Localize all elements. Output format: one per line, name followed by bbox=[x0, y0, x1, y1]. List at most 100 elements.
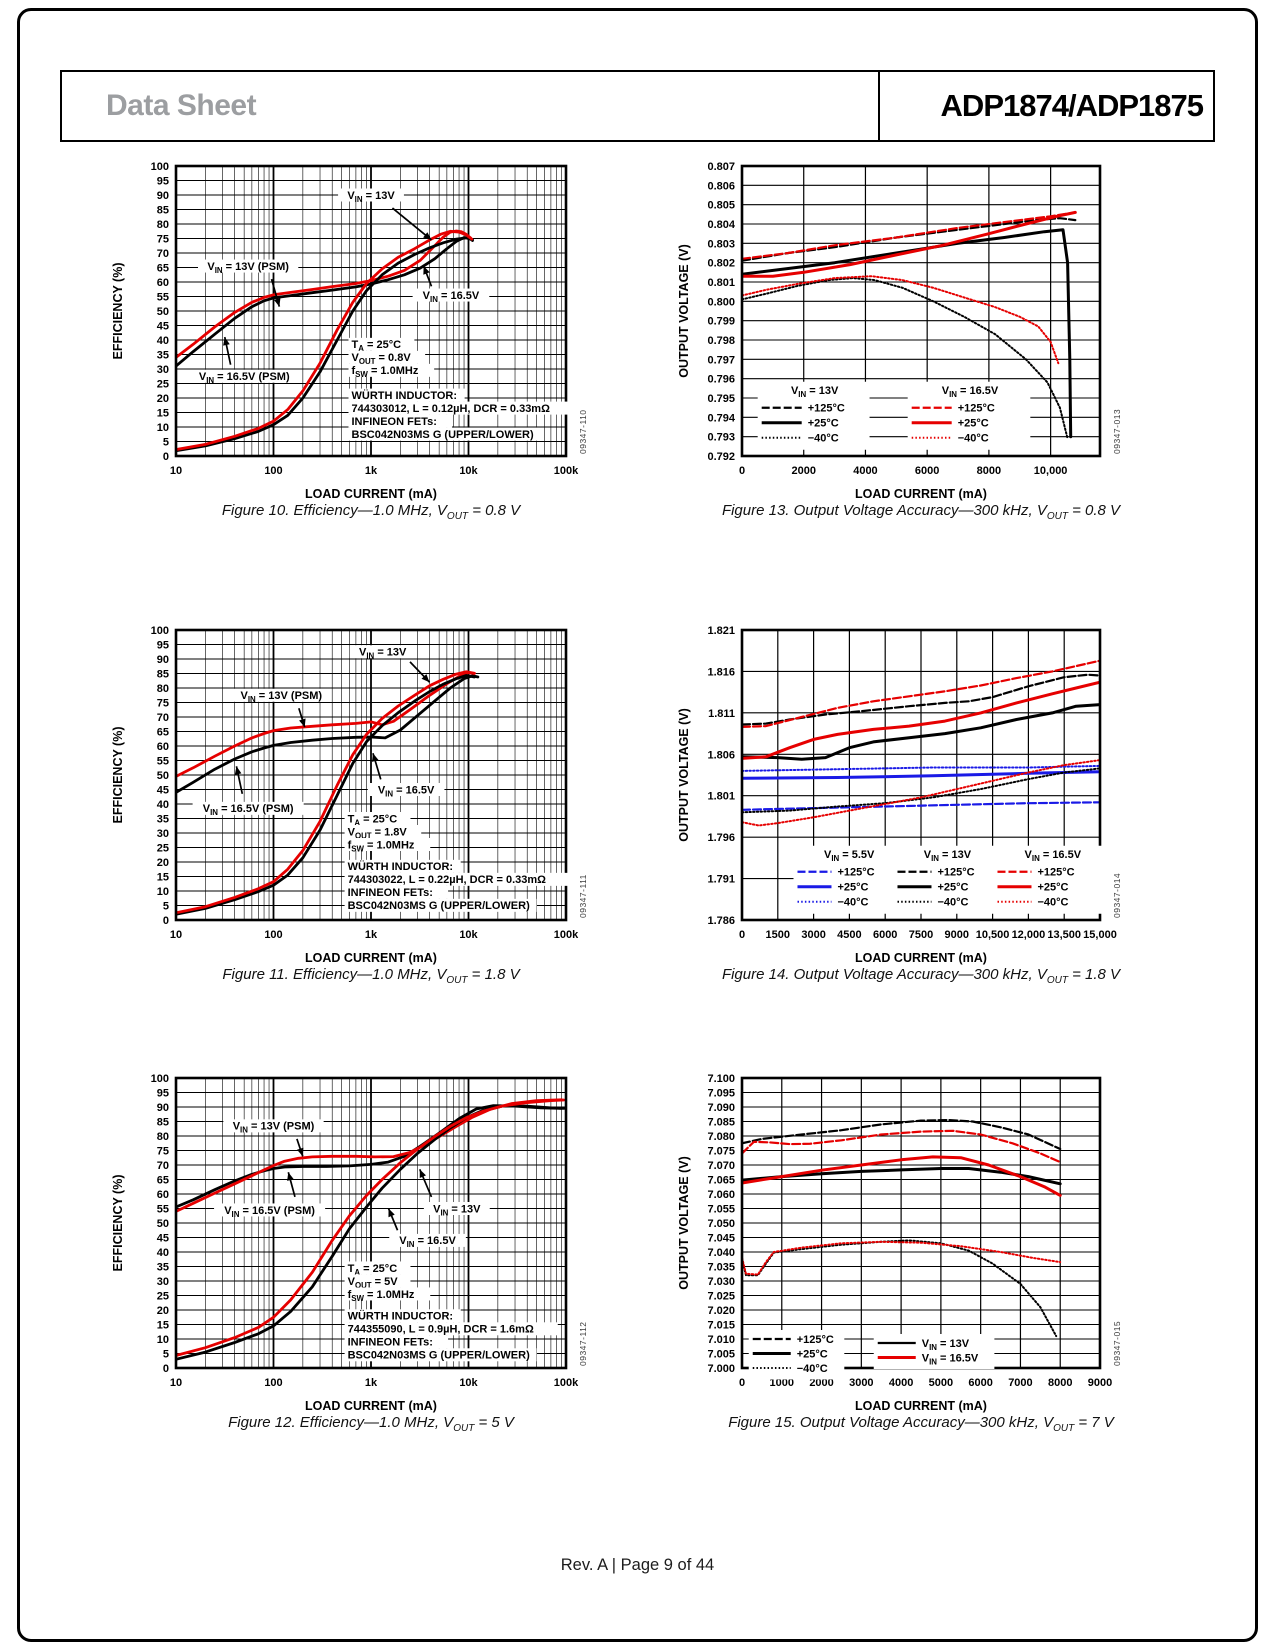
svg-text:INFINEON FETs:: INFINEON FETs: bbox=[348, 1337, 433, 1349]
figure-10-caption: Figure 10. Efficiency—1.0 MHz, VOUT = 0.… bbox=[221, 502, 521, 522]
svg-text:1.791: 1.791 bbox=[707, 874, 735, 886]
svg-text:7.100: 7.100 bbox=[707, 1073, 735, 1085]
svg-text:65: 65 bbox=[157, 727, 169, 739]
figure-15-plot: 7.000 7.005 7.010 7.015 7.020 7.025 7.030 7.035… bbox=[677, 1073, 1122, 1413]
svg-text:+125°C: +125°C bbox=[937, 867, 974, 879]
svg-text:VIN = 16.5V: VIN = 16.5V bbox=[942, 385, 999, 399]
svg-text:0: 0 bbox=[739, 1377, 745, 1389]
svg-text:4000: 4000 bbox=[853, 465, 877, 477]
svg-text:75: 75 bbox=[157, 698, 169, 710]
svg-text:−40°C: −40°C bbox=[958, 433, 989, 445]
svg-text:BSC042N03MS G (UPPER/LOWER): BSC042N03MS G (UPPER/LOWER) bbox=[348, 1350, 530, 1362]
svg-text:LOAD CURRENT (mA): LOAD CURRENT (mA) bbox=[305, 487, 437, 501]
svg-text:1.806: 1.806 bbox=[707, 749, 735, 761]
figure-11-chart: 0 5 10 15 20 25 30 35 40 45 50 55 60 65 70 75 80 85 90 95 10… bbox=[108, 614, 648, 994]
svg-text:0.807: 0.807 bbox=[707, 161, 735, 173]
svg-text:5: 5 bbox=[163, 901, 169, 913]
svg-text:5: 5 bbox=[163, 1349, 169, 1361]
svg-text:90: 90 bbox=[157, 654, 169, 666]
svg-text:45: 45 bbox=[157, 321, 169, 333]
svg-text:50: 50 bbox=[157, 770, 169, 782]
svg-text:7.010: 7.010 bbox=[707, 1334, 735, 1346]
svg-text:10k: 10k bbox=[459, 929, 478, 941]
svg-text:1.821: 1.821 bbox=[707, 625, 735, 637]
svg-text:WÜRTH INDUCTOR:: WÜRTH INDUCTOR: bbox=[348, 860, 454, 873]
svg-text:65: 65 bbox=[157, 263, 169, 275]
svg-text:95: 95 bbox=[157, 176, 169, 188]
svg-text:TA = 25°C: TA = 25°C bbox=[348, 813, 398, 827]
svg-text:70: 70 bbox=[157, 712, 169, 724]
svg-text:1000: 1000 bbox=[770, 1377, 794, 1389]
figure-14-plot: 1.786 1.791 1.796 1.801 1.806 1.811 1.816 1.821… bbox=[677, 625, 1122, 965]
svg-text:VOUT = 0.8V: VOUT = 0.8V bbox=[352, 352, 412, 366]
page-header: Data Sheet ADP1874/ADP1875 bbox=[60, 70, 1215, 142]
svg-text:5000: 5000 bbox=[929, 1377, 953, 1389]
figure-14-caption: Figure 14. Output Voltage Accuracy—300 k… bbox=[721, 966, 1121, 986]
svg-text:fSW = 1.0MHz: fSW = 1.0MHz bbox=[348, 1289, 415, 1303]
svg-text:09347-110: 09347-110 bbox=[578, 409, 588, 454]
svg-text:WÜRTH INDUCTOR:: WÜRTH INDUCTOR: bbox=[348, 1310, 454, 1323]
svg-text:60: 60 bbox=[157, 741, 169, 753]
svg-text:35: 35 bbox=[157, 814, 169, 826]
svg-text:0: 0 bbox=[739, 465, 745, 477]
svg-text:VIN = 13V (PSM): VIN = 13V (PSM) bbox=[233, 1121, 315, 1135]
svg-text:1.801: 1.801 bbox=[707, 791, 735, 803]
svg-text:+125°C: +125°C bbox=[837, 867, 874, 879]
svg-text:fSW = 1.0MHz: fSW = 1.0MHz bbox=[348, 839, 415, 853]
svg-text:09347-015: 09347-015 bbox=[1112, 1321, 1122, 1366]
svg-text:LOAD CURRENT (mA): LOAD CURRENT (mA) bbox=[855, 951, 987, 965]
svg-text:OUTPUT VOLTAGE (V): OUTPUT VOLTAGE (V) bbox=[677, 708, 691, 842]
svg-text:VIN = 13V: VIN = 13V bbox=[922, 1338, 970, 1352]
svg-text:VIN = 13V: VIN = 13V bbox=[924, 849, 972, 863]
svg-text:0.805: 0.805 bbox=[707, 200, 735, 212]
svg-text:45: 45 bbox=[157, 1233, 169, 1245]
svg-text:7.060: 7.060 bbox=[707, 1189, 735, 1201]
svg-text:7.040: 7.040 bbox=[707, 1247, 735, 1259]
svg-text:25: 25 bbox=[157, 1291, 169, 1303]
svg-text:744355090, L = 0.9µH, DCR = 1.: 744355090, L = 0.9µH, DCR = 1.6mΩ bbox=[348, 1324, 534, 1336]
svg-text:3000: 3000 bbox=[801, 929, 825, 941]
svg-text:85: 85 bbox=[157, 669, 169, 681]
figure-11-caption: Figure 11. Efficiency—1.0 MHz, VOUT = 1.… bbox=[222, 966, 520, 986]
svg-text:55: 55 bbox=[157, 756, 169, 768]
svg-text:0: 0 bbox=[163, 451, 169, 463]
svg-text:70: 70 bbox=[157, 248, 169, 260]
svg-text:7.000: 7.000 bbox=[707, 1363, 735, 1375]
svg-text:10k: 10k bbox=[459, 465, 478, 477]
page-footer: Rev. A | Page 9 of 44 bbox=[560, 1556, 715, 1574]
svg-text:85: 85 bbox=[157, 1117, 169, 1129]
svg-text:40: 40 bbox=[157, 1247, 169, 1259]
svg-text:45: 45 bbox=[157, 785, 169, 797]
svg-text:5: 5 bbox=[163, 437, 169, 449]
figure-12-plot: 0 5 10 15 20 25 30 35 40 45 50 55 60 65 70 75 80 85 90 95 10… bbox=[111, 1073, 588, 1413]
svg-text:20: 20 bbox=[157, 857, 169, 869]
svg-text:7.090: 7.090 bbox=[707, 1102, 735, 1114]
svg-text:7.055: 7.055 bbox=[707, 1204, 735, 1216]
svg-text:VIN = 13V (PSM): VIN = 13V (PSM) bbox=[241, 690, 323, 704]
svg-text:0.796: 0.796 bbox=[707, 374, 735, 386]
svg-text:7.065: 7.065 bbox=[707, 1175, 735, 1187]
svg-text:10: 10 bbox=[157, 422, 169, 434]
svg-text:25: 25 bbox=[157, 843, 169, 855]
svg-text:0: 0 bbox=[163, 915, 169, 927]
svg-text:15: 15 bbox=[157, 1320, 169, 1332]
svg-text:09347-112: 09347-112 bbox=[578, 1321, 588, 1366]
svg-text:0.795: 0.795 bbox=[707, 393, 735, 405]
svg-text:09347-014: 09347-014 bbox=[1112, 873, 1122, 918]
svg-text:9000: 9000 bbox=[1088, 1377, 1112, 1389]
svg-text:VIN = 16.5V: VIN = 16.5V bbox=[423, 290, 480, 304]
svg-text:0.806: 0.806 bbox=[707, 180, 735, 192]
svg-text:−40°C: −40°C bbox=[937, 897, 968, 909]
svg-text:0.799: 0.799 bbox=[707, 316, 735, 328]
svg-text:VOUT = 1.8V: VOUT = 1.8V bbox=[348, 826, 408, 840]
doc-type-label: Data Sheet bbox=[106, 89, 257, 122]
svg-text:7.095: 7.095 bbox=[707, 1088, 735, 1100]
svg-text:EFFICIENCY (%): EFFICIENCY (%) bbox=[111, 727, 125, 824]
svg-text:+125°C: +125°C bbox=[808, 403, 845, 415]
svg-text:70: 70 bbox=[157, 1160, 169, 1172]
svg-text:0.804: 0.804 bbox=[707, 219, 735, 231]
part-number-box: ADP1874/ADP1875 bbox=[878, 72, 1213, 140]
svg-text:100: 100 bbox=[264, 465, 282, 477]
svg-text:10,500: 10,500 bbox=[976, 929, 1010, 941]
svg-text:OUTPUT VOLTAGE (V): OUTPUT VOLTAGE (V) bbox=[677, 244, 691, 378]
